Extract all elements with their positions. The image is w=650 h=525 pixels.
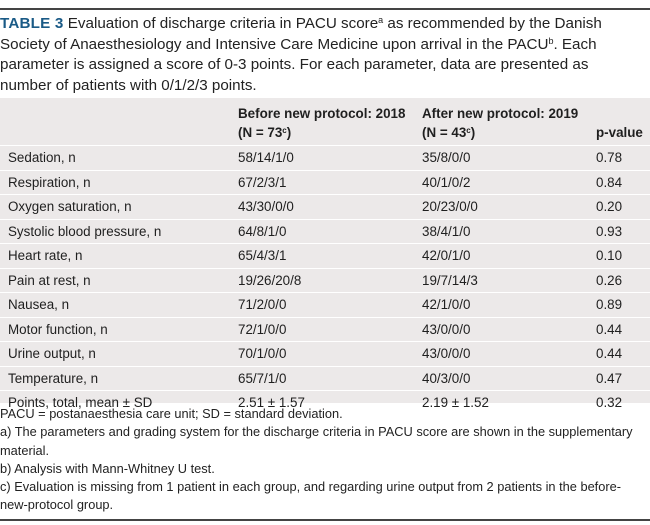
cell-parameter: Temperature, n	[8, 370, 99, 386]
cell-after: 19/7/14/3	[422, 272, 478, 288]
cell-pvalue: 0.20	[596, 199, 623, 215]
cell-after: 42/1/0/0	[422, 297, 471, 313]
cell-after: 38/4/1/0	[422, 223, 471, 239]
cell-before: 65/4/3/1	[238, 248, 287, 264]
table-row: Temperature, n 65/7/1/0 40/3/0/0 0.47	[0, 366, 650, 391]
table-row: Respiration, n 67/2/3/1 40/1/0/2 0.84	[0, 170, 650, 195]
cell-before: 72/1/0/0	[238, 321, 287, 337]
cell-after: 43/0/0/0	[422, 321, 471, 337]
header-before: Before new protocol: 2018 (N = 73c)	[230, 102, 414, 146]
table-label: TABLE 3	[0, 15, 64, 32]
cell-before: 67/2/3/1	[238, 174, 287, 190]
cell-pvalue: 0.89	[596, 297, 623, 313]
cell-pvalue: 0.10	[596, 248, 623, 264]
cell-pvalue: 0.78	[596, 150, 623, 166]
header-before-sup: c	[282, 126, 287, 135]
table-row: Nausea, n 71/2/0/0 42/1/0/0 0.89	[0, 292, 650, 318]
bottom-rule	[0, 519, 650, 521]
header-after-title: After new protocol: 2019	[422, 106, 579, 121]
cell-before: 64/8/1/0	[238, 223, 287, 239]
cell-parameter: Respiration, n	[8, 174, 91, 190]
cell-before: 19/26/20/8	[238, 272, 302, 288]
header-after-n: (N = 43	[422, 125, 467, 140]
cell-pvalue: 0.26	[596, 272, 623, 288]
cell-pvalue: 0.84	[596, 174, 623, 190]
header-before-close: )	[286, 125, 292, 140]
cell-before: 58/14/1/0	[238, 150, 294, 166]
cell-before: 70/1/0/0	[238, 346, 287, 362]
table-row: Systolic blood pressure, n 64/8/1/0 38/4/1…	[0, 219, 650, 244]
cell-after: 40/1/0/2	[422, 174, 471, 190]
caption-text-2: as recommended by the Danish Society of …	[0, 15, 602, 53]
cell-parameter: Systolic blood pressure, n	[8, 223, 162, 239]
cell-pvalue: 0.47	[596, 370, 623, 386]
table-row: Pain at rest, n 19/26/20/8 19/7/14/3 0.26	[0, 268, 650, 293]
cell-before: 65/7/1/0	[238, 370, 287, 386]
cell-pvalue: 0.44	[596, 346, 623, 362]
top-rule	[0, 8, 650, 10]
cell-after: 2.19 ± 1.52	[422, 395, 489, 411]
footnotes: PACU = postanaesthesia care unit; SD = s…	[0, 405, 645, 515]
table-row: Urine output, n 70/1/0/0 43/0/0/0 0.44	[0, 341, 650, 367]
cell-after: 43/0/0/0	[422, 346, 471, 362]
cell-parameter: Sedation, n	[8, 150, 76, 166]
cell-after: 20/23/0/0	[422, 199, 478, 215]
cell-before: 2.51 ± 1.57	[238, 395, 305, 411]
cell-parameter: Pain at rest, n	[8, 272, 91, 288]
header-after-sup: c	[466, 126, 471, 135]
header-after-close: )	[470, 125, 476, 140]
header-parameter	[0, 102, 230, 146]
cell-before: 43/30/0/0	[238, 199, 294, 215]
caption-sup-b: b	[548, 35, 554, 46]
footnote-c: c) Evaluation is missing from 1 patient …	[0, 479, 621, 513]
header-row: Before new protocol: 2018 (N = 73c) After…	[0, 102, 650, 146]
table-row: Points, total, mean ± SD 2.51 ± 1.57 2.19 …	[0, 390, 650, 415]
data-table: Before new protocol: 2018 (N = 73c) After…	[0, 102, 650, 415]
header-after: After new protocol: 2019 (N = 43c)	[414, 102, 588, 146]
cell-parameter: Oxygen saturation, n	[8, 199, 132, 215]
cell-pvalue: 0.32	[596, 395, 623, 411]
header-pvalue: p-value	[596, 125, 643, 140]
cell-parameter: Points, total, mean ± SD	[8, 395, 153, 411]
cell-pvalue: 0.93	[596, 223, 623, 239]
footnote-a: a) The parameters and grading system for…	[0, 424, 633, 458]
table-caption: TABLE 3 Evaluation of discharge criteria…	[0, 14, 642, 96]
cell-after: 42/0/1/0	[422, 248, 471, 264]
footnote-abbreviations: PACU = postanaesthesia care unit; SD = s…	[0, 406, 343, 421]
cell-parameter: Urine output, n	[8, 346, 96, 362]
caption-sup-a: a	[378, 15, 384, 25]
cell-after: 35/8/0/0	[422, 150, 471, 166]
cell-parameter: Heart rate, n	[8, 248, 83, 264]
cell-pvalue: 0.44	[596, 321, 623, 337]
footnote-b: b) Analysis with Mann-Whitney U test.	[0, 460, 215, 476]
cell-parameter: Nausea, n	[8, 297, 70, 313]
cell-parameter: Motor function, n	[8, 321, 108, 337]
table-row: Heart rate, n 65/4/3/1 42/0/1/0 0.10	[0, 243, 650, 269]
caption-text-3: . Each parameter is assigned a score of …	[0, 35, 597, 94]
header-before-title: Before new protocol: 2018	[238, 106, 406, 121]
table-row: Motor function, n 72/1/0/0 43/0/0/0 0.44	[0, 317, 650, 342]
table-background	[0, 98, 650, 403]
header-before-n: (N = 73	[238, 125, 283, 140]
cell-before: 71/2/0/0	[238, 297, 287, 313]
table-row: Sedation, n 58/14/1/0 35/8/0/0 0.78	[0, 145, 650, 171]
cell-after: 40/3/0/0	[422, 370, 471, 386]
caption-text-1: Evaluation of discharge criteria in PACU…	[63, 15, 379, 32]
table-row: Oxygen saturation, n 43/30/0/0 20/23/0/0 0.…	[0, 194, 650, 220]
